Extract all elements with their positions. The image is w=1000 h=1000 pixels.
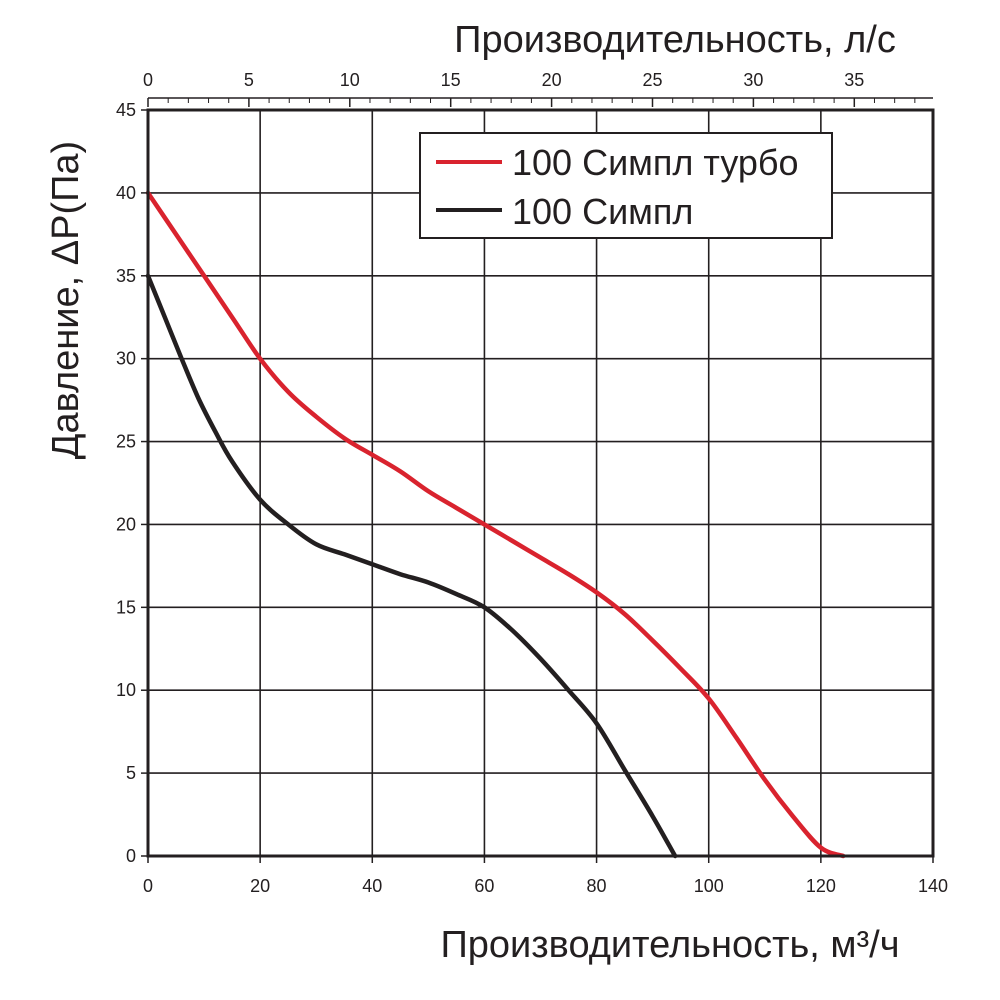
top-tick-label: 30 [743,70,763,90]
x-axis-title: Производительность, м³/ч [440,924,899,966]
series-line-turbo [145,190,846,859]
legend-label-simpl: 100 Симпл [512,191,693,232]
x-tick-label: 80 [587,876,607,896]
series-lines [145,190,846,859]
top-tick-label: 5 [244,70,254,90]
top-axis-ticks: 0 5 10 15 20 25 30 35 [143,70,933,107]
plot-frame [146,108,935,858]
legend-box [419,132,833,239]
x-tick-label: 120 [806,876,836,896]
x-tick-label: 20 [250,876,270,896]
top-axis-title: Производительность, л/с [454,19,896,61]
top-tick-label: 0 [143,70,153,90]
y-axis-title: Давление, ΔP(Па) [45,141,87,459]
y-tick-label: 15 [116,597,136,617]
legend-label-turbo: 100 Симпл турбо [512,142,799,183]
y-axis-ticks: 0 5 10 15 20 25 30 35 40 45 [116,100,148,866]
y-tick-label: 5 [126,763,136,783]
series-line-simpl [145,273,678,859]
x-tick-label: 100 [694,876,724,896]
y-tick-label: 10 [116,680,136,700]
x-tick-label: 140 [918,876,948,896]
x-tick-label: 60 [474,876,494,896]
top-tick-label: 20 [542,70,562,90]
legend: 100 Симпл турбо 100 Симпл [419,132,833,239]
x-axis-ticks: 0 20 40 60 80 100 120 140 [143,856,948,896]
y-tick-label: 40 [116,183,136,203]
top-tick-label: 15 [441,70,461,90]
x-tick-label: 0 [143,876,153,896]
y-tick-label: 0 [126,846,136,866]
y-tick-label: 45 [116,100,136,120]
y-tick-label: 30 [116,349,136,369]
top-tick-label: 35 [844,70,864,90]
y-tick-label: 25 [116,432,136,452]
y-tick-label: 35 [116,266,136,286]
top-tick-label: 25 [642,70,662,90]
x-tick-label: 40 [362,876,382,896]
y-tick-label: 20 [116,514,136,534]
top-tick-label: 10 [340,70,360,90]
